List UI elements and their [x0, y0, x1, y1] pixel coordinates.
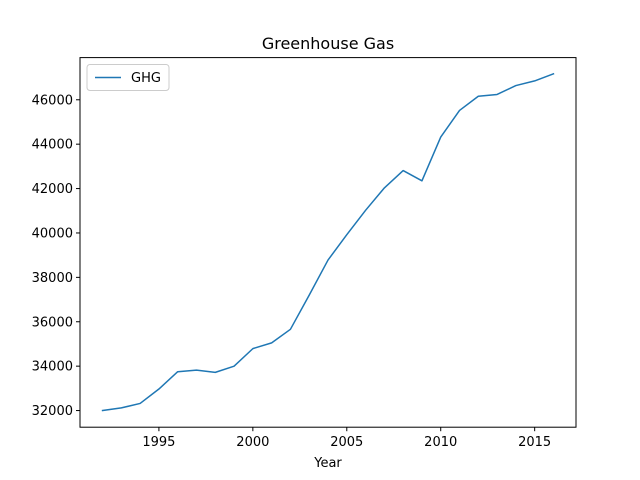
x-tick-label: 2005	[330, 435, 363, 450]
y-tick-label: 40000	[32, 226, 73, 241]
y-tick-label: 34000	[32, 360, 73, 375]
y-tick-label: 32000	[32, 404, 73, 419]
y-tick-label: 46000	[32, 93, 73, 108]
y-axis: 32000 34000 36000 38000 40000 42000 44000 46000	[32, 93, 80, 419]
x-axis: 1995 2000 2005 2010 2015	[142, 427, 551, 450]
series-line-ghg	[101, 72, 555, 412]
plot-area	[101, 72, 555, 412]
legend-box	[86, 64, 170, 91]
x-tick-label: 2000	[236, 435, 269, 450]
y-tick-label: 42000	[32, 182, 73, 197]
y-tick-label: 36000	[32, 315, 73, 330]
chart-title: Greenhouse Gas	[262, 34, 394, 53]
x-tick-label: 1995	[142, 435, 175, 450]
x-axis-label: Year	[313, 456, 342, 471]
y-tick-label: 38000	[32, 271, 73, 286]
x-tick-label: 2010	[424, 435, 457, 450]
x-tick-label: 2015	[518, 435, 551, 450]
y-tick-label: 44000	[32, 138, 73, 153]
legend: GHG	[86, 64, 170, 91]
legend-label: GHG	[131, 71, 161, 86]
axes-frame	[79, 57, 577, 428]
